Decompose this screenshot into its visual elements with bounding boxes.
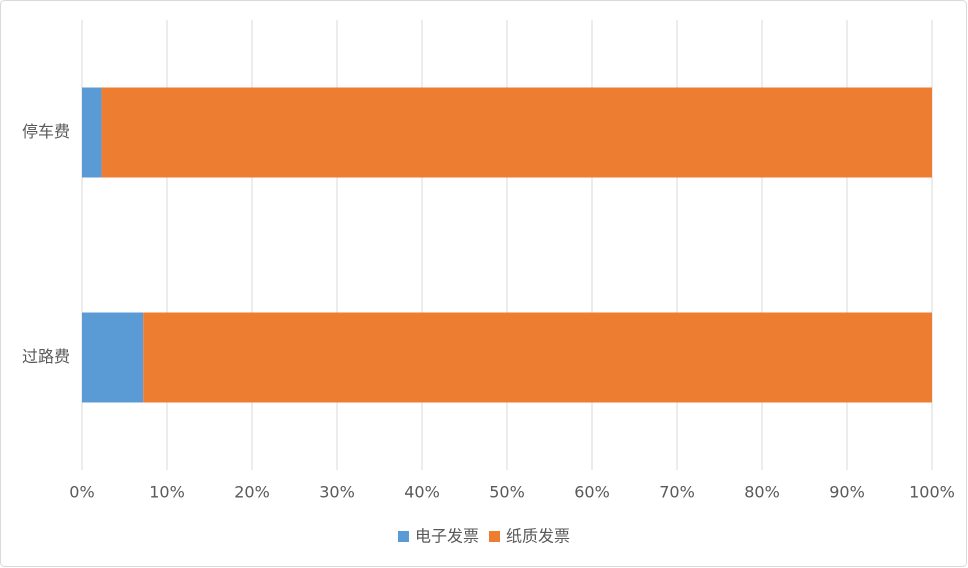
x-tick-label: 90% [829,483,865,502]
bar-segment [82,312,144,403]
y-tick-label: 过路费 [22,347,70,366]
legend-swatch [489,531,500,542]
x-tick-label: 50% [489,483,525,502]
y-tick-label: 停车费 [22,122,70,141]
bar-segment [101,87,933,178]
x-tick-label: 40% [404,483,440,502]
x-tick-label: 70% [659,483,695,502]
legend-swatch [397,531,409,542]
x-tick-label: 20% [234,483,270,502]
x-tick-label: 60% [574,483,610,502]
bar-segment [82,87,102,178]
x-tick-label: 80% [744,483,780,502]
legend-label: 纸质发票 [506,527,570,546]
x-tick-label: 0% [69,483,94,502]
x-tick-label: 10% [149,483,185,502]
bar-segment [143,312,932,403]
x-tick-label: 100% [909,483,955,502]
legend-label: 电子发票 [415,527,479,546]
x-tick-label: 30% [319,483,355,502]
